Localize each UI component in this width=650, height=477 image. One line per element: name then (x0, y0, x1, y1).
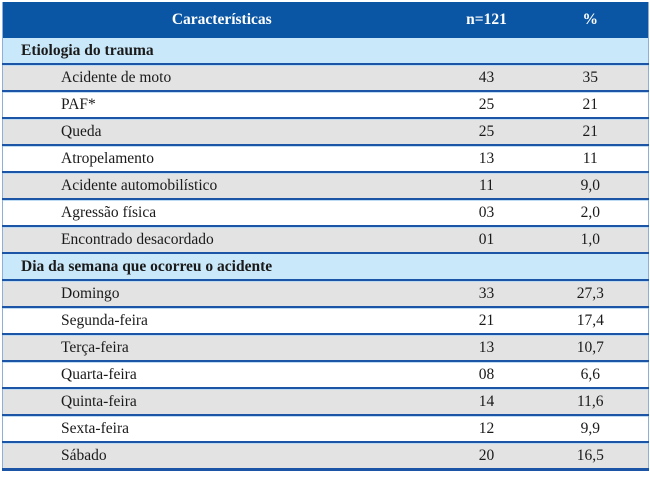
row-n-value: 13 (440, 334, 533, 362)
row-pct-value: 2,0 (532, 199, 649, 227)
row-pct-value: 11 (532, 145, 649, 173)
row-pct-value: 1,0 (532, 226, 649, 254)
row-n-value: 11 (440, 172, 533, 200)
row-pct-value: 35 (532, 64, 649, 92)
section-title: Dia da semana que ocorreu o acidente (2, 253, 649, 281)
table-row: Sexta-feira 12 9,9 (2, 415, 649, 443)
table-row: Terça-feira 13 10,7 (2, 334, 649, 362)
row-pct-value: 10,7 (532, 334, 649, 362)
row-label: Segunda-feira (2, 307, 441, 335)
row-label: Acidente automobilístico (2, 172, 441, 200)
table-row: Encontrado desacordado 01 1,0 (2, 226, 649, 254)
row-label: Sexta-feira (2, 415, 441, 443)
row-pct-value: 9,0 (532, 172, 649, 200)
row-n-value: 14 (440, 388, 533, 416)
row-label: Terça-feira (2, 334, 441, 362)
table-row: PAF* 25 21 (2, 91, 649, 119)
row-label: PAF* (2, 91, 441, 119)
table-row: Acidente de moto 43 35 (2, 64, 649, 92)
row-label: Atropelamento (2, 145, 441, 173)
row-label: Quinta-feira (2, 388, 441, 416)
table-row: Quinta-feira 14 11,6 (2, 388, 649, 416)
row-pct-value: 6,6 (532, 361, 649, 389)
table-row: Agressão física 03 2,0 (2, 199, 649, 227)
table-row: Quarta-feira 08 6,6 (2, 361, 649, 389)
row-n-value: 12 (440, 415, 533, 443)
row-label: Queda (2, 118, 441, 146)
column-header-caracteristicas: Características (2, 2, 441, 38)
row-pct-value: 27,3 (532, 280, 649, 308)
row-pct-value: 16,5 (532, 442, 649, 471)
section-header-etiologia: Etiologia do trauma (2, 38, 649, 65)
row-label: Acidente de moto (2, 64, 441, 92)
column-header-n: n=121 (440, 2, 533, 38)
table-row: Queda 25 21 (2, 118, 649, 146)
row-label: Agressão física (2, 199, 441, 227)
section-header-dia-da-semana: Dia da semana que ocorreu o acidente (2, 253, 649, 281)
row-label: Quarta-feira (2, 361, 441, 389)
row-n-value: 33 (440, 280, 533, 308)
row-n-value: 20 (440, 442, 533, 471)
row-pct-value: 17,4 (532, 307, 649, 335)
table-row: Domingo 33 27,3 (2, 280, 649, 308)
row-n-value: 43 (440, 64, 533, 92)
row-n-value: 25 (440, 91, 533, 119)
characteristics-table: Características n=121 % Etiologia do tra… (2, 2, 649, 471)
row-pct-value: 9,9 (532, 415, 649, 443)
table-row: Acidente automobilístico 11 9,0 (2, 172, 649, 200)
row-label: Sábado (2, 442, 441, 471)
row-n-value: 08 (440, 361, 533, 389)
table-row: Atropelamento 13 11 (2, 145, 649, 173)
row-n-value: 13 (440, 145, 533, 173)
row-n-value: 25 (440, 118, 533, 146)
row-n-value: 01 (440, 226, 533, 254)
section-title: Etiologia do trauma (2, 38, 649, 65)
row-pct-value: 21 (532, 118, 649, 146)
table-row: Segunda-feira 21 17,4 (2, 307, 649, 335)
row-label: Encontrado desacordado (2, 226, 441, 254)
row-pct-value: 11,6 (532, 388, 649, 416)
table-header-row: Características n=121 % (2, 2, 649, 38)
table-row: Sábado 20 16,5 (2, 442, 649, 471)
row-n-value: 03 (440, 199, 533, 227)
row-label: Domingo (2, 280, 441, 308)
row-pct-value: 21 (532, 91, 649, 119)
row-n-value: 21 (440, 307, 533, 335)
column-header-percent: % (532, 2, 649, 38)
